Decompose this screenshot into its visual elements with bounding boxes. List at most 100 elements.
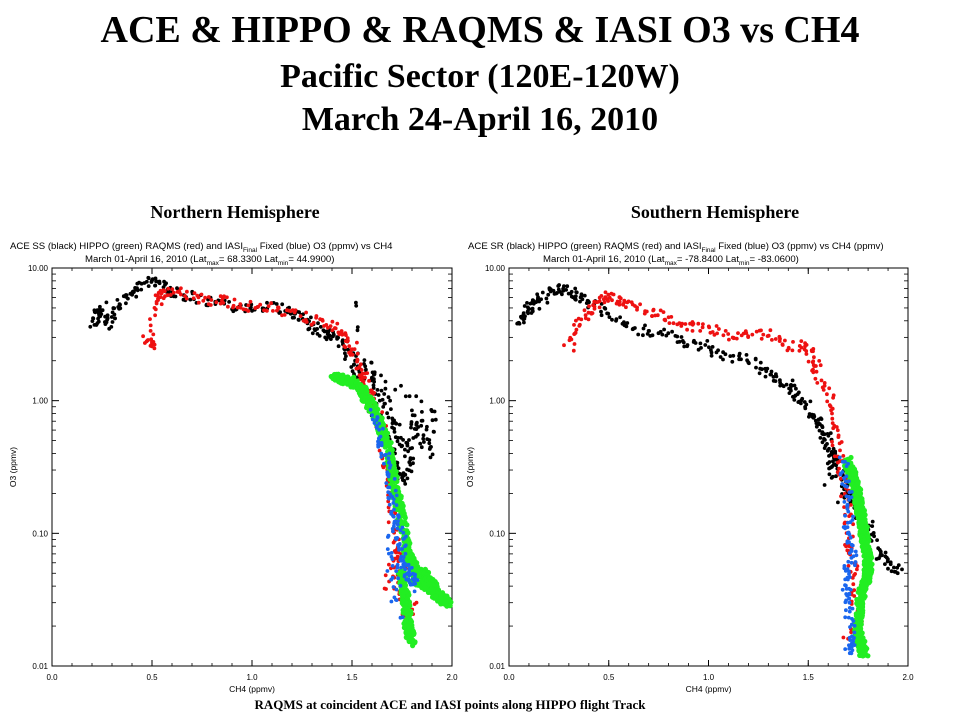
right-header-pre: ACE SR (black) HIPPO (green) RAQMS (red)… <box>468 241 702 252</box>
nh-blue-point <box>374 418 379 422</box>
nh-red-point <box>262 308 266 313</box>
sh-red-point <box>759 328 763 333</box>
sh-blue-point <box>844 583 848 588</box>
sh-black-point <box>682 344 687 349</box>
nh-black-point <box>369 360 374 365</box>
sh-black-point <box>792 383 797 388</box>
sh-red-point <box>595 300 600 304</box>
nh-blue-point <box>379 455 384 459</box>
sh-red-point <box>844 544 848 549</box>
nh-black-point <box>419 445 424 450</box>
nh-black-point <box>350 369 355 374</box>
sh-red-point <box>625 300 630 305</box>
nh-black-point <box>425 424 429 429</box>
sh-blue-point <box>846 520 850 525</box>
nh-x-tick-label: 2.0 <box>446 673 458 682</box>
nh-blue-point <box>386 533 391 538</box>
nh-red-point <box>333 326 338 331</box>
nh-red-point <box>196 295 201 300</box>
nh-black-point <box>349 365 354 369</box>
sh-red-point <box>839 494 843 499</box>
sh-black-point <box>707 345 711 350</box>
nh-blue-point <box>396 576 400 581</box>
sh-red-point <box>675 322 680 327</box>
sh-red-point <box>804 352 809 356</box>
sh-red-point <box>671 321 676 326</box>
nh-blue-point <box>379 443 384 448</box>
nh-green-point <box>379 415 385 421</box>
sh-y-tick-label: 0.01 <box>489 662 505 671</box>
nh-blue-point <box>372 421 377 425</box>
nh-blue-point <box>409 565 414 570</box>
sh-red-point <box>842 521 847 526</box>
nh-blue-point <box>394 493 399 498</box>
nh-black-point <box>317 334 322 338</box>
nh-red-point <box>246 303 251 308</box>
nh-red-point <box>377 448 382 453</box>
sh-red-point <box>578 322 582 327</box>
nh-red-point <box>206 295 211 299</box>
sh-blue-point <box>849 556 854 560</box>
nh-green-point <box>373 402 379 408</box>
nh-black-point <box>146 275 151 280</box>
sh-red-point <box>574 318 578 323</box>
nh-red-point <box>179 286 183 291</box>
nh-black-point <box>110 320 115 324</box>
nh-black-point <box>430 418 435 423</box>
nh-black-point <box>110 310 115 315</box>
nh-red-point <box>269 301 273 306</box>
nh-red-point <box>304 319 308 324</box>
nh-red-point <box>369 388 374 393</box>
sh-black-point <box>876 546 881 551</box>
nh-black-point <box>379 388 384 393</box>
nh-black-point <box>406 449 410 454</box>
nh-blue-point <box>389 599 394 604</box>
sh-black-point <box>677 339 682 344</box>
sh-blue-point <box>844 587 849 591</box>
left-header-sub-final: Final <box>243 246 258 254</box>
nh-black-point <box>429 408 434 412</box>
nh-red-point <box>387 562 391 567</box>
sh-x-tick-label: 2.0 <box>902 673 914 682</box>
sh-red-point <box>727 337 731 342</box>
sh-green-point <box>862 650 868 656</box>
sh-black-point <box>827 460 832 464</box>
nh-red-point <box>183 294 187 298</box>
nh-black-point <box>383 401 387 406</box>
sh-red-point <box>602 300 607 305</box>
sh-red-point <box>831 426 836 431</box>
sh-blue-point <box>847 532 852 537</box>
sh-red-point <box>606 292 611 297</box>
nh-black-point <box>386 415 391 420</box>
nh-blue-point <box>398 558 403 562</box>
sh-black-point <box>731 353 736 358</box>
nh-red-point <box>159 291 164 295</box>
sh-black-point <box>878 549 883 554</box>
nh-red-point <box>156 298 160 302</box>
sh-black-point <box>889 569 894 574</box>
sh-red-point <box>651 308 656 313</box>
sh-x-tick-label: 1.0 <box>703 673 715 682</box>
nh-black-point <box>277 311 282 315</box>
nh-red-point <box>365 371 370 375</box>
nh-black-point <box>131 289 136 294</box>
sh-black-point <box>870 524 875 528</box>
sh-y-tick-label: 1.00 <box>489 397 505 406</box>
nh-blue-point <box>376 439 380 444</box>
sh-black-point <box>807 414 811 419</box>
sh-red-point <box>667 321 672 325</box>
nh-black-point <box>336 344 341 349</box>
sh-red-point <box>607 295 612 300</box>
sh-blue-point <box>845 575 850 580</box>
sh-black-point <box>698 341 703 346</box>
sh-blue-point <box>852 630 857 635</box>
sh-red-point <box>750 332 755 337</box>
sh-red-point <box>831 393 836 398</box>
sh-red-point <box>811 363 816 367</box>
sh-red-point <box>830 416 835 421</box>
nh-black-point <box>135 286 139 290</box>
sh-black-point <box>624 324 629 329</box>
sh-red-point <box>836 435 841 439</box>
sh-red-point <box>813 376 818 381</box>
nh-blue-point <box>415 578 420 582</box>
